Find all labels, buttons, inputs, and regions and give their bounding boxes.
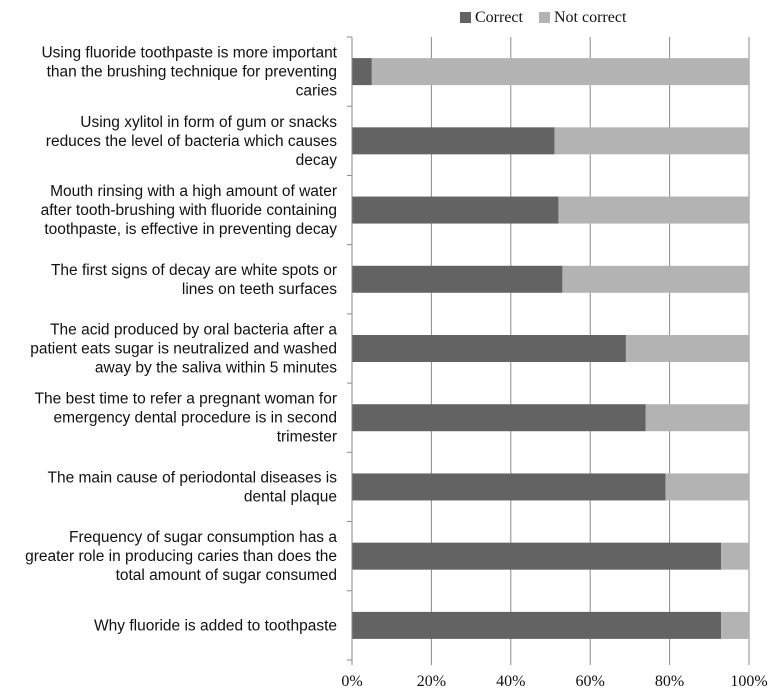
bar-correct xyxy=(352,542,722,570)
legend-label-correct: Correct xyxy=(475,9,524,26)
bar-correct xyxy=(352,335,626,362)
category-label: Using xylitol in form of gum or snacks xyxy=(80,114,337,131)
bar-correct xyxy=(352,404,646,432)
x-tick-label: 20% xyxy=(417,673,446,689)
category-label: Frequency of sugar consumption has a xyxy=(69,529,337,546)
category-label: emergency dental procedure is in second xyxy=(54,410,337,427)
bars xyxy=(352,58,749,639)
legend-swatch-correct xyxy=(460,12,471,23)
category-label: The best time to refer a pregnant woman … xyxy=(35,391,337,408)
bar-not-correct xyxy=(721,542,749,570)
category-label: dental plaque xyxy=(244,488,337,505)
bar-not-correct xyxy=(554,127,749,155)
legend-label-not-correct: Not correct xyxy=(554,9,627,26)
category-label: The main cause of periodontal diseases i… xyxy=(48,469,338,486)
category-label: toothpaste, is effective in preventing d… xyxy=(44,221,337,238)
category-label: Mouth rinsing with a high amount of wate… xyxy=(50,183,337,200)
x-tick-label: 80% xyxy=(655,673,684,689)
x-tick-label: 0% xyxy=(341,673,362,689)
bar-correct xyxy=(352,127,555,155)
bar-correct xyxy=(352,265,563,293)
category-label: caries xyxy=(296,83,338,100)
category-label: The acid produced by oral bacteria after… xyxy=(50,322,337,339)
category-label: trimester xyxy=(277,429,337,446)
category-label: away by the saliva within 5 minutes xyxy=(95,360,337,377)
category-labels: Using fluoride toothpaste is more import… xyxy=(25,45,338,635)
category-label: total amount of sugar consumed xyxy=(116,567,337,584)
category-label: reduces the level of bacteria which caus… xyxy=(46,133,337,150)
category-label: after tooth-brushing with fluoride conta… xyxy=(41,202,337,219)
category-label: Why fluoride is added to toothpaste xyxy=(94,617,337,634)
bar-not-correct xyxy=(562,265,749,293)
x-tick-label: 60% xyxy=(576,673,605,689)
category-label: greater role in producing caries than do… xyxy=(25,548,337,565)
legend: Correct Not correct xyxy=(460,9,627,26)
bar-not-correct xyxy=(371,58,749,86)
bar-correct xyxy=(352,611,722,639)
category-label: Using fluoride toothpaste is more import… xyxy=(41,45,337,62)
bar-not-correct xyxy=(645,404,749,432)
bar-not-correct xyxy=(665,473,749,501)
bar-correct xyxy=(352,473,666,501)
category-label: patient eats sugar is neutralized and wa… xyxy=(30,341,337,358)
bar-not-correct xyxy=(721,611,749,639)
x-tick-labels: 0% 20% 40% 60% 80% 100% xyxy=(341,673,767,689)
x-tick-label: 100% xyxy=(730,673,767,689)
category-label: than the brushing technique for preventi… xyxy=(47,64,337,81)
bar-not-correct xyxy=(558,196,749,224)
axis xyxy=(347,36,750,665)
category-label: The first signs of decay are white spots… xyxy=(51,262,337,279)
legend-swatch-not-correct xyxy=(539,12,550,23)
bar-correct xyxy=(352,196,559,224)
bar-not-correct xyxy=(625,335,749,362)
bar-correct xyxy=(352,58,372,86)
category-label: lines on teeth surfaces xyxy=(182,281,337,298)
x-tick-label: 40% xyxy=(496,673,525,689)
category-label: decay xyxy=(296,152,338,169)
